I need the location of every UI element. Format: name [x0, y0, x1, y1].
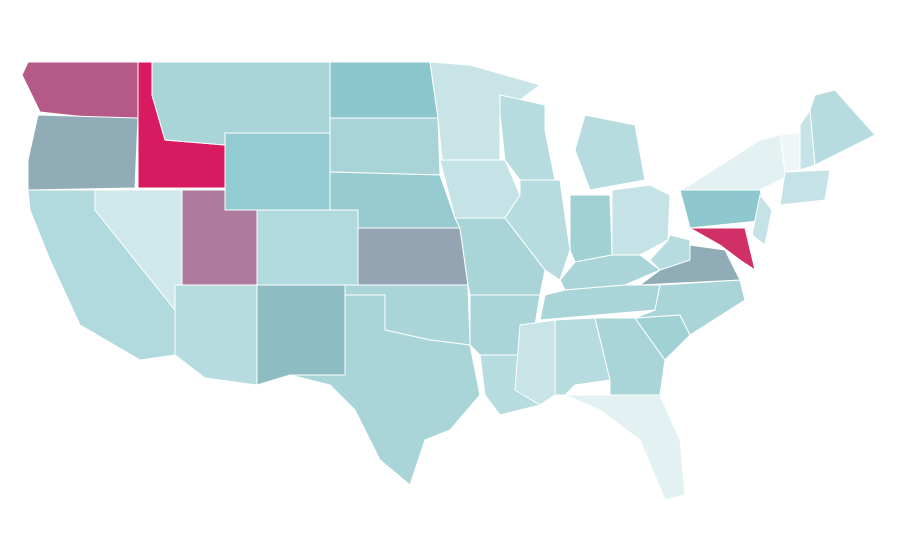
- state-region: [21, 61, 139, 121]
- state-region: [611, 184, 671, 256]
- state-region: [751, 194, 773, 246]
- state-region: [429, 61, 541, 161]
- state-region: [256, 284, 346, 386]
- state-region: [27, 114, 139, 191]
- state-region: [174, 284, 258, 386]
- state-region: [779, 169, 831, 206]
- state-region: [809, 89, 876, 166]
- state-region: [649, 234, 691, 271]
- state-region: [634, 279, 746, 336]
- state-region: [689, 227, 756, 271]
- state-region: [639, 244, 741, 286]
- state-region: [569, 194, 613, 263]
- state-region: [564, 394, 686, 501]
- state-region: [514, 319, 556, 406]
- state-region: [329, 61, 439, 119]
- state-region: [329, 117, 441, 176]
- state-region: [224, 132, 331, 211]
- state-region: [256, 209, 359, 286]
- state-region: [504, 179, 571, 281]
- state-region: [574, 114, 646, 191]
- state-region: [289, 294, 481, 486]
- state-region: [357, 227, 469, 286]
- state-region: [679, 134, 791, 191]
